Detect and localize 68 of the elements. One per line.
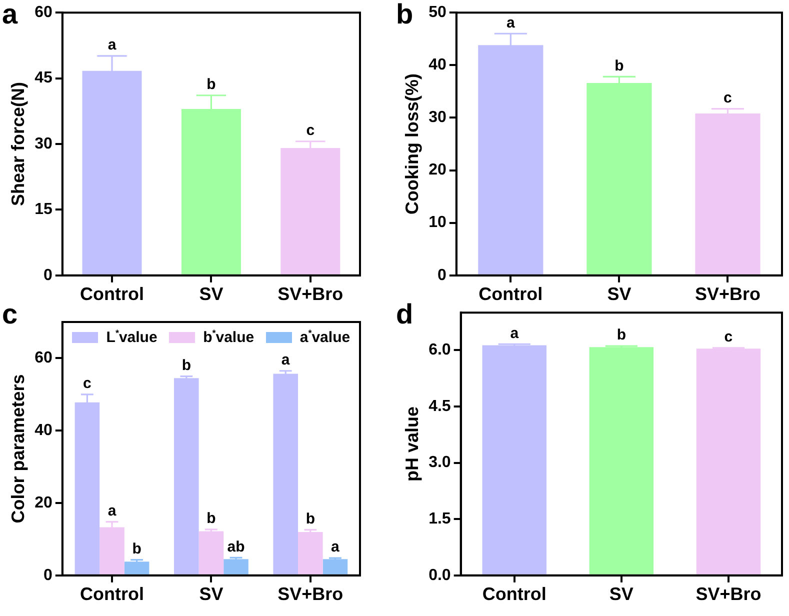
annotation: a bbox=[108, 502, 117, 520]
y-tick-label: 30 bbox=[34, 135, 52, 152]
annotation: a bbox=[510, 324, 520, 342]
y-tick-label: 4.5 bbox=[428, 398, 451, 415]
chart-title: a bbox=[2, 0, 18, 30]
annotation: c bbox=[83, 375, 92, 392]
bar bbox=[273, 374, 298, 574]
bar bbox=[198, 531, 224, 574]
bar bbox=[224, 559, 248, 574]
legend-label: b$^{*}$value bbox=[203, 328, 254, 346]
annotation: a bbox=[281, 352, 290, 369]
chart-title: d bbox=[396, 298, 414, 330]
y-axis-title: pH value bbox=[402, 406, 422, 482]
legend-label: L$^{*}$value bbox=[106, 328, 158, 346]
y-axis-title: Cooking loss(%) bbox=[402, 73, 422, 215]
y-tick-label: 20 bbox=[428, 162, 446, 179]
x-tick-label: SV bbox=[609, 584, 634, 604]
y-tick-label: 3.0 bbox=[428, 454, 451, 472]
annotation: b bbox=[132, 540, 142, 558]
x-tick-label: SV bbox=[199, 284, 224, 304]
x-tick-label: Control bbox=[482, 584, 546, 604]
annotation: a bbox=[506, 14, 516, 32]
annotation: b bbox=[306, 510, 315, 528]
y-tick-label: 40 bbox=[34, 422, 52, 440]
x-tick-label: Control bbox=[478, 284, 543, 304]
chart-title: b bbox=[396, 0, 414, 30]
y-tick-label: 20 bbox=[34, 494, 52, 512]
annotation: ab bbox=[227, 538, 245, 556]
y-tick-label: 10 bbox=[428, 214, 446, 232]
y-tick-label: 0 bbox=[43, 266, 52, 284]
y-tick-label: 1.5 bbox=[428, 510, 451, 528]
x-tick-label: SV+Bro bbox=[278, 284, 344, 304]
legend-label: a$^{*}$value bbox=[300, 328, 350, 346]
y-axis-title: Shear force(N) bbox=[8, 82, 28, 206]
annotation: b bbox=[182, 356, 191, 374]
x-tick-label: SV bbox=[199, 584, 224, 604]
annotation: b bbox=[206, 510, 216, 528]
y-tick-label: 6.0 bbox=[428, 342, 451, 359]
y-tick-label: 15 bbox=[34, 201, 52, 218]
y-tick-label: 40 bbox=[428, 56, 446, 74]
annotation: b bbox=[614, 57, 624, 74]
y-tick-label: 50 bbox=[428, 4, 446, 22]
x-tick-label: SV+Bro bbox=[278, 584, 344, 604]
bar bbox=[174, 378, 199, 574]
x-tick-label: Control bbox=[80, 284, 144, 304]
bar bbox=[322, 559, 348, 574]
x-tick-label: Control bbox=[80, 584, 144, 604]
annotation: c bbox=[724, 89, 732, 106]
annotation: c bbox=[306, 122, 315, 140]
x-tick-label: SV+Bro bbox=[696, 584, 762, 604]
y-tick-label: 0 bbox=[43, 566, 52, 584]
y-axis-title: Color parameters bbox=[8, 374, 28, 524]
annotation: a bbox=[108, 36, 117, 54]
chart-title: c bbox=[2, 298, 18, 330]
y-tick-label: 0 bbox=[437, 266, 446, 284]
y-tick-label: 60 bbox=[34, 350, 52, 367]
y-tick-label: 45 bbox=[34, 70, 52, 87]
bar bbox=[298, 532, 323, 574]
annotation: a bbox=[331, 538, 340, 556]
bar bbox=[124, 562, 150, 574]
y-tick-label: 30 bbox=[428, 109, 446, 126]
annotation: c bbox=[724, 328, 733, 346]
annotation: b bbox=[616, 326, 626, 344]
x-tick-label: SV+Bro bbox=[694, 284, 760, 304]
y-tick-label: 60 bbox=[34, 4, 52, 22]
x-tick-label: SV bbox=[607, 284, 632, 304]
annotation: b bbox=[206, 76, 216, 94]
y-tick-label: 0.0 bbox=[428, 566, 451, 584]
